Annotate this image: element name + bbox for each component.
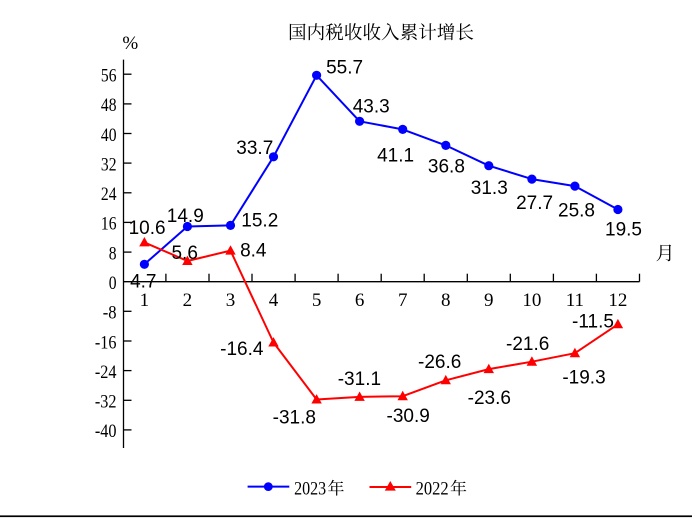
svg-text:-23.6: -23.6 [468,388,511,409]
svg-text:41.1: 41.1 [377,145,414,166]
svg-text:43.3: 43.3 [353,97,390,118]
svg-text:10.6: 10.6 [129,218,166,239]
svg-text:48: 48 [101,95,117,116]
svg-text:55.7: 55.7 [326,58,363,79]
svg-text:-16.4: -16.4 [220,339,264,360]
svg-text:33.7: 33.7 [236,138,273,159]
svg-text:-16: -16 [95,332,117,353]
svg-text:8: 8 [441,290,451,311]
svg-text:2023: 2023 [294,478,326,499]
svg-text:40: 40 [101,125,117,146]
svg-text:-31.1: -31.1 [338,369,381,390]
svg-text:-32: -32 [95,392,117,413]
svg-text:-11.5: -11.5 [572,311,614,332]
svg-text:16: 16 [101,214,117,235]
svg-text:1: 1 [140,290,150,311]
svg-text:5.6: 5.6 [171,243,197,264]
svg-text:-40: -40 [95,421,117,442]
svg-text:11: 11 [566,290,584,311]
svg-text:27.7: 27.7 [516,193,553,214]
svg-text:%: % [122,33,138,54]
svg-text:19.5: 19.5 [605,219,642,240]
svg-text:32: 32 [101,154,117,175]
svg-text:36.8: 36.8 [428,157,465,178]
svg-text:31.3: 31.3 [471,178,508,199]
svg-text:56: 56 [101,66,117,87]
svg-text:-21.6: -21.6 [506,334,549,355]
svg-text:8: 8 [109,243,117,264]
svg-text:15.2: 15.2 [241,211,278,232]
svg-text:2: 2 [183,290,193,311]
svg-text:9: 9 [484,290,494,311]
svg-text:5: 5 [312,290,322,311]
svg-text:7: 7 [398,290,408,311]
svg-text:-26.6: -26.6 [418,352,461,373]
svg-text:25.8: 25.8 [558,200,595,221]
svg-text:10: 10 [522,290,541,311]
svg-text:4.7: 4.7 [130,272,156,293]
svg-text:14.9: 14.9 [167,206,204,227]
svg-text:12: 12 [608,290,627,311]
svg-text:-19.3: -19.3 [562,368,605,389]
svg-text:6: 6 [355,290,365,311]
svg-text:4: 4 [269,290,279,311]
svg-text:-31.8: -31.8 [273,407,316,428]
svg-text:-30.9: -30.9 [387,406,430,427]
svg-text:0: 0 [109,273,117,294]
svg-text:24: 24 [101,184,117,205]
svg-text:-8: -8 [103,303,117,324]
svg-text:8.4: 8.4 [240,240,267,261]
svg-text:3: 3 [226,290,236,311]
svg-text:-24: -24 [95,362,117,383]
svg-text:2022: 2022 [416,478,449,499]
